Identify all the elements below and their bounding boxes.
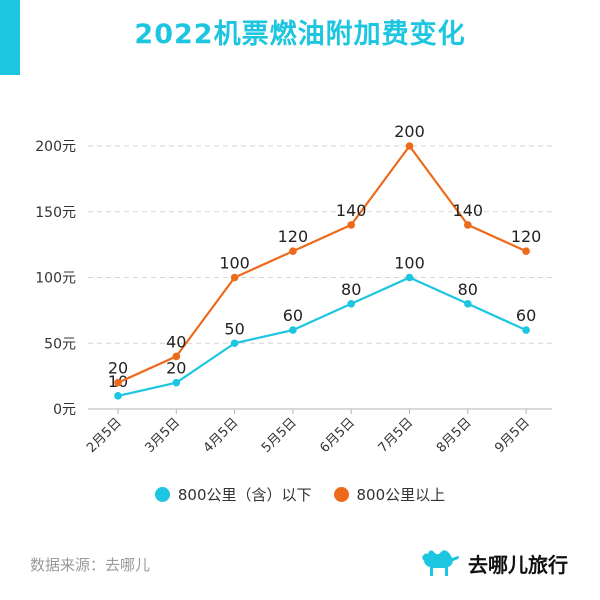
data-point-0 xyxy=(347,300,356,308)
y-tick-label: 50元 xyxy=(44,336,76,352)
data-label-0: 50 xyxy=(224,319,244,338)
data-point-1 xyxy=(289,247,297,255)
data-label-1: 140 xyxy=(336,201,367,220)
series-line-1 xyxy=(117,144,527,384)
data-point-0 xyxy=(522,326,530,334)
data-point-1 xyxy=(347,221,356,229)
data-point-1 xyxy=(230,273,239,282)
data-label-1: 140 xyxy=(453,201,484,220)
brand-name: 去哪儿旅行 xyxy=(468,552,568,577)
data-point-0 xyxy=(230,339,239,348)
x-tick-label: 8月5日 xyxy=(434,415,475,456)
data-label-1: 120 xyxy=(511,227,542,246)
data-source: 数据来源：去哪儿 xyxy=(30,556,151,574)
data-label-1: 40 xyxy=(166,332,186,351)
data-label-1: 100 xyxy=(219,254,250,273)
x-tick-label: 7月5日 xyxy=(376,415,417,456)
legend-item-series0: 800公里（含）以下 xyxy=(154,484,312,505)
brand-logo: 去哪儿旅行 xyxy=(418,544,568,582)
data-point-1 xyxy=(405,142,414,150)
data-point-0 xyxy=(405,273,414,282)
y-tick-label: 100元 xyxy=(35,271,76,287)
data-point-0 xyxy=(289,326,297,334)
legend: 800公里（含）以下 800公里以上 xyxy=(0,484,600,505)
y-tick-label: 200元 xyxy=(35,139,76,155)
data-label-0: 60 xyxy=(283,306,303,325)
x-tick-label: 3月5日 xyxy=(142,415,183,456)
data-label-0: 100 xyxy=(394,254,425,273)
x-tick-label: 6月5日 xyxy=(317,415,358,456)
x-tick-label: 5月5日 xyxy=(259,415,300,456)
legend-item-series1: 800公里以上 xyxy=(333,484,446,505)
x-tick-label: 2月5日 xyxy=(84,415,125,456)
data-point-1 xyxy=(114,378,122,387)
data-label-1: 200 xyxy=(394,122,425,141)
legend-dot-series0 xyxy=(154,487,170,502)
data-point-1 xyxy=(464,221,472,229)
legend-dot-series1 xyxy=(333,487,349,502)
data-label-0: 60 xyxy=(516,306,536,325)
accent-bar xyxy=(0,0,20,75)
y-tick-label: 150元 xyxy=(35,205,76,221)
camel-icon xyxy=(418,544,462,582)
data-label-1: 120 xyxy=(278,227,309,246)
data-point-1 xyxy=(522,247,530,255)
data-point-0 xyxy=(464,300,472,308)
x-tick-label: 4月5日 xyxy=(201,415,242,456)
data-point-1 xyxy=(172,352,181,361)
legend-label-series1: 800公里以上 xyxy=(356,486,446,504)
data-label-1: 20 xyxy=(108,359,128,378)
data-point-0 xyxy=(114,392,122,400)
y-tick-label: 0元 xyxy=(53,402,76,418)
chart-title: 2022机票燃油附加费变化 xyxy=(134,19,466,50)
x-tick-label: 9月5日 xyxy=(492,415,533,456)
data-label-0: 80 xyxy=(341,280,361,299)
data-point-0 xyxy=(172,378,181,387)
data-label-0: 20 xyxy=(166,359,186,378)
series-line-0 xyxy=(117,276,527,397)
data-label-0: 80 xyxy=(458,280,478,299)
legend-label-series0: 800公里（含）以下 xyxy=(177,486,312,504)
